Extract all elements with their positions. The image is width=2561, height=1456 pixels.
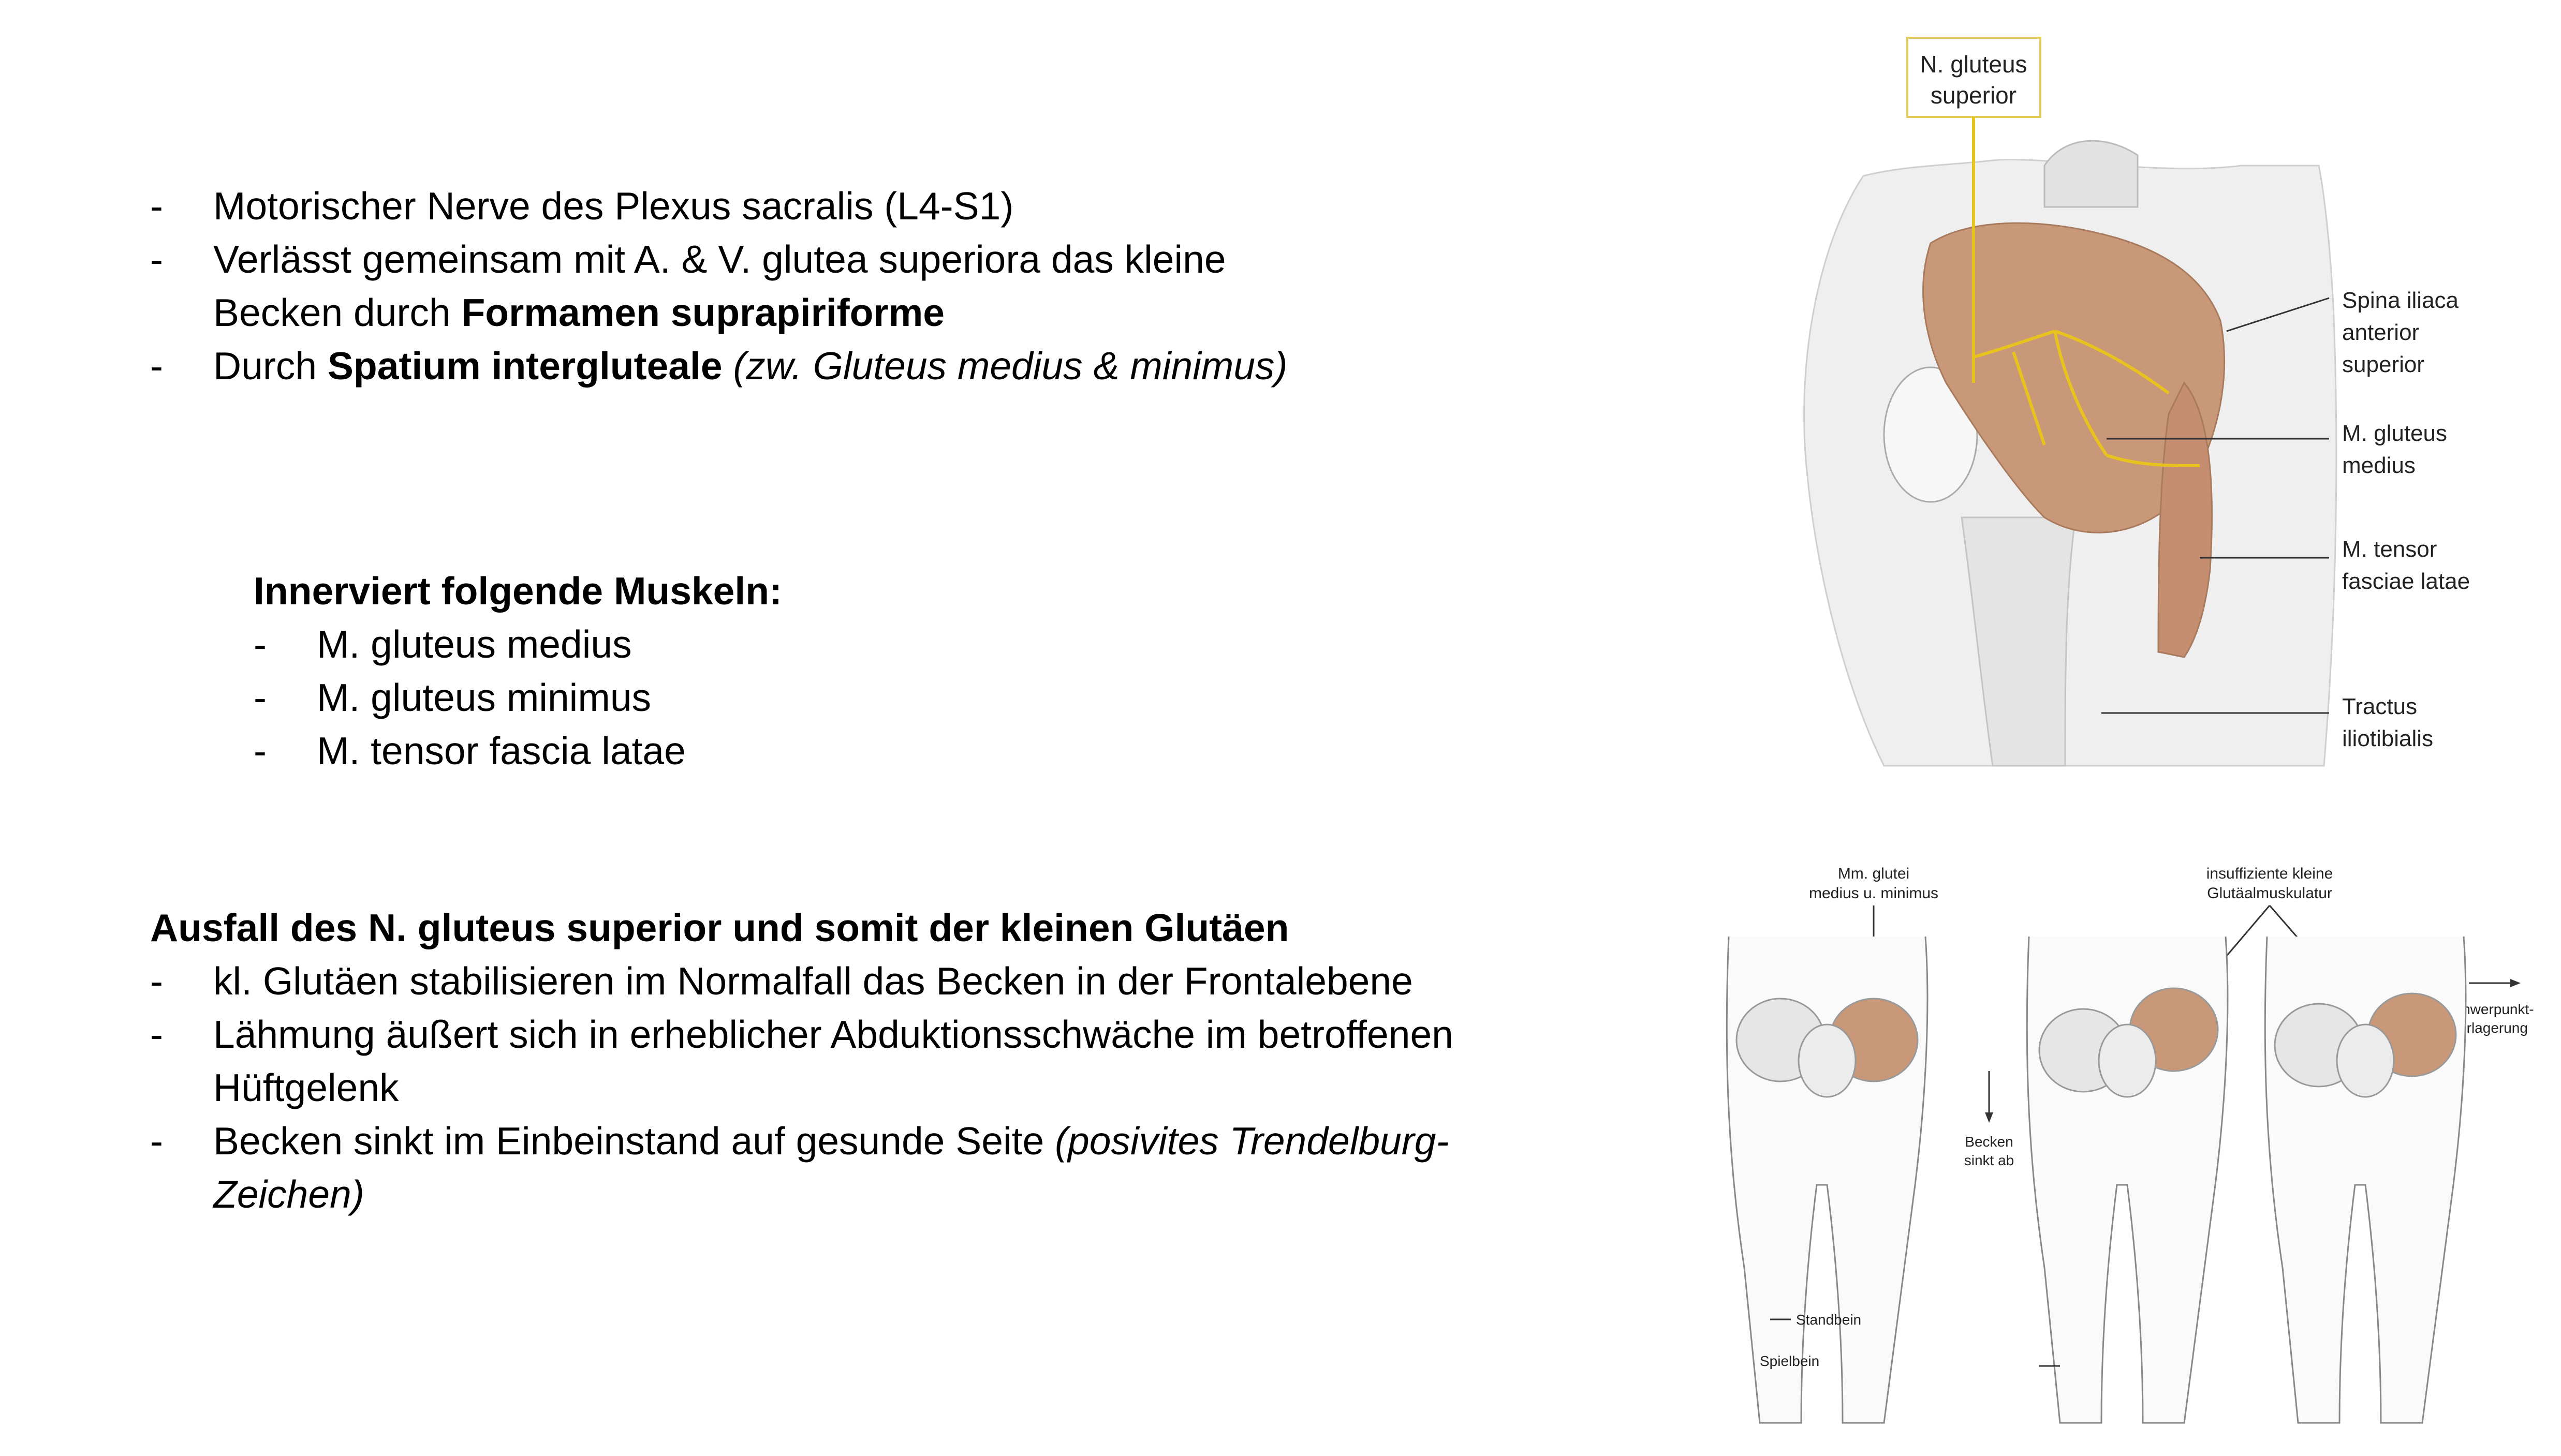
label-insuff-1: insuffiziente kleine [2206, 865, 2333, 882]
label-spina-3: superior [2342, 352, 2424, 377]
failure-item-3-line-1: Becken sinkt im Einbeinstand auf gesunde… [213, 1115, 1449, 1168]
trendelenburg-illustration: Mm. glutei medius u. minimus insuffizien… [1726, 865, 2534, 1424]
bullet-dash: - [150, 184, 163, 228]
arrow-down-icon [1985, 1112, 1993, 1123]
label-mm-glutei-1: Mm. glutei [1838, 865, 1909, 882]
bullet-dash: - [150, 1013, 163, 1056]
failure-section: Ausfall des N. gluteus superior und somi… [150, 901, 1548, 1221]
failure-item-2-line-1: Lähmung äußert sich in erheblicher Abduk… [213, 1013, 1453, 1056]
foramen-shape [1883, 366, 1978, 503]
intro-line-4: Durch Spatium intergluteale (zw. Gluteus… [213, 339, 1288, 393]
label-becken-2: sinkt ab [1964, 1152, 2014, 1168]
label-nerve-title-1: N. gluteus [1920, 51, 2027, 78]
label-medius-2: medius [2342, 453, 2416, 478]
intro-item-2-cont: Becken durch Formamen suprapiriforme [150, 286, 1392, 339]
bullet-dash: - [150, 1119, 163, 1163]
muscle-label: M. gluteus minimus [317, 676, 652, 719]
label-standbein: Standbein [1796, 1312, 1861, 1328]
intro-line-3: Becken durch Formamen suprapiriforme [213, 286, 945, 339]
bullet-dash: - [150, 344, 163, 388]
label-tensor-2: fasciae latae [2342, 569, 2470, 594]
bullet-dash: - [150, 237, 163, 281]
arrow-right-icon [2510, 979, 2521, 987]
failure-item-1: - kl. Glutäen stabilisieren im Normalfal… [150, 955, 1548, 1008]
intro-item-3: - Durch Spatium intergluteale (zw. Glute… [150, 339, 1392, 393]
failure-heading: Ausfall des N. gluteus superior und somi… [150, 906, 1289, 949]
muscle-label: M. tensor fascia latae [317, 729, 686, 772]
sacrum [2098, 1023, 2157, 1098]
muscle-item: - M. gluteus minimus [254, 671, 1030, 724]
intro-item-1: - Motorischer Nerve des Plexus sacralis … [150, 180, 1392, 233]
label-mm-glutei-2: medius u. minimus [1809, 885, 1938, 902]
muscle-label: M. gluteus medius [317, 622, 632, 666]
label-box [1906, 37, 2041, 118]
failure-item-2-line-2: Hüftgelenk [213, 1066, 399, 1109]
label-spielbein: Spielbein [1760, 1353, 1819, 1369]
innervation-heading: Innerviert folgende Muskeln: [254, 569, 782, 613]
failure-item-3-prefix: Becken sinkt im Einbeinstand auf gesunde… [213, 1119, 1055, 1163]
intro-line-3-bold: Formamen suprapiriforme [461, 291, 945, 334]
muscle-item: - M. tensor fascia latae [254, 724, 1030, 778]
intro-line-1: Motorischer Nerve des Plexus sacralis (L… [213, 184, 1014, 228]
label-spina-2: anterior [2342, 320, 2419, 345]
intro-line-4-bold: Spatium intergluteale [327, 344, 723, 388]
intro-section: - Motorischer Nerve des Plexus sacralis … [150, 180, 1392, 393]
failure-item-3-italic-2: Zeichen) [213, 1172, 364, 1216]
intro-line-4-italic: (zw. Gluteus medius & minimus) [733, 344, 1288, 388]
leader-line-spina [2226, 297, 2330, 332]
tensor-muscle-shape [2157, 381, 2213, 658]
bullet-dash: - [254, 729, 267, 772]
gluteal-nerve-illustration: N. gluteus superior Spina iliaca anterio… [1803, 37, 2470, 767]
failure-item-3-italic: (posivites Trendelburg- [1055, 1119, 1449, 1163]
intro-item-2: - Verlässt gemeinsam mit A. & V. glutea … [150, 233, 1392, 286]
bullet-dash: - [150, 959, 163, 1003]
failure-item-2: - Lähmung äußert sich in erheblicher Abd… [150, 1008, 1548, 1061]
figure-insufficient-1 [2026, 936, 2229, 1424]
muscle-item: - M. gluteus medius [254, 618, 1030, 671]
label-tensor-1: M. tensor [2342, 537, 2437, 562]
sacrum [1798, 1023, 1857, 1098]
label-spina-1: Spina iliaca [2342, 288, 2459, 313]
label-becken-1: Becken [1965, 1134, 2013, 1150]
sacrum [2336, 1023, 2395, 1098]
nerve-branches [1972, 117, 2200, 467]
label-medius-1: M. gluteus [2342, 421, 2447, 446]
label-tractus-1: Tractus [2342, 694, 2417, 719]
failure-item-3-line-2: Zeichen) [213, 1168, 364, 1221]
failure-item-3: - Becken sinkt im Einbeinstand auf gesun… [150, 1115, 1548, 1168]
intro-line-3-prefix: Becken durch [213, 291, 462, 334]
failure-item-2-cont: Hüftgelenk [150, 1061, 1548, 1115]
figure-normal [1726, 936, 1929, 1424]
femur-shape [1961, 516, 2077, 767]
figure-insufficient-2 [2264, 936, 2467, 1424]
bullet-dash: - [254, 622, 267, 666]
failure-item-3-cont: Zeichen) [150, 1168, 1548, 1221]
failure-item-1-text: kl. Glutäen stabilisieren im Normalfall … [213, 959, 1413, 1003]
label-nerve-title-2: superior [1931, 82, 2017, 109]
innervation-section: Innerviert folgende Muskeln: - M. gluteu… [254, 564, 1030, 778]
bullet-dash: - [254, 676, 267, 719]
intro-line-4-prefix: Durch [213, 344, 328, 388]
intro-line-2: Verlässt gemeinsam mit A. & V. glutea su… [213, 237, 1226, 281]
sacrum-shape [2043, 140, 2139, 208]
label-insuff-2: Glutäalmuskulatur [2207, 885, 2332, 902]
label-tractus-2: iliotibialis [2342, 726, 2433, 751]
